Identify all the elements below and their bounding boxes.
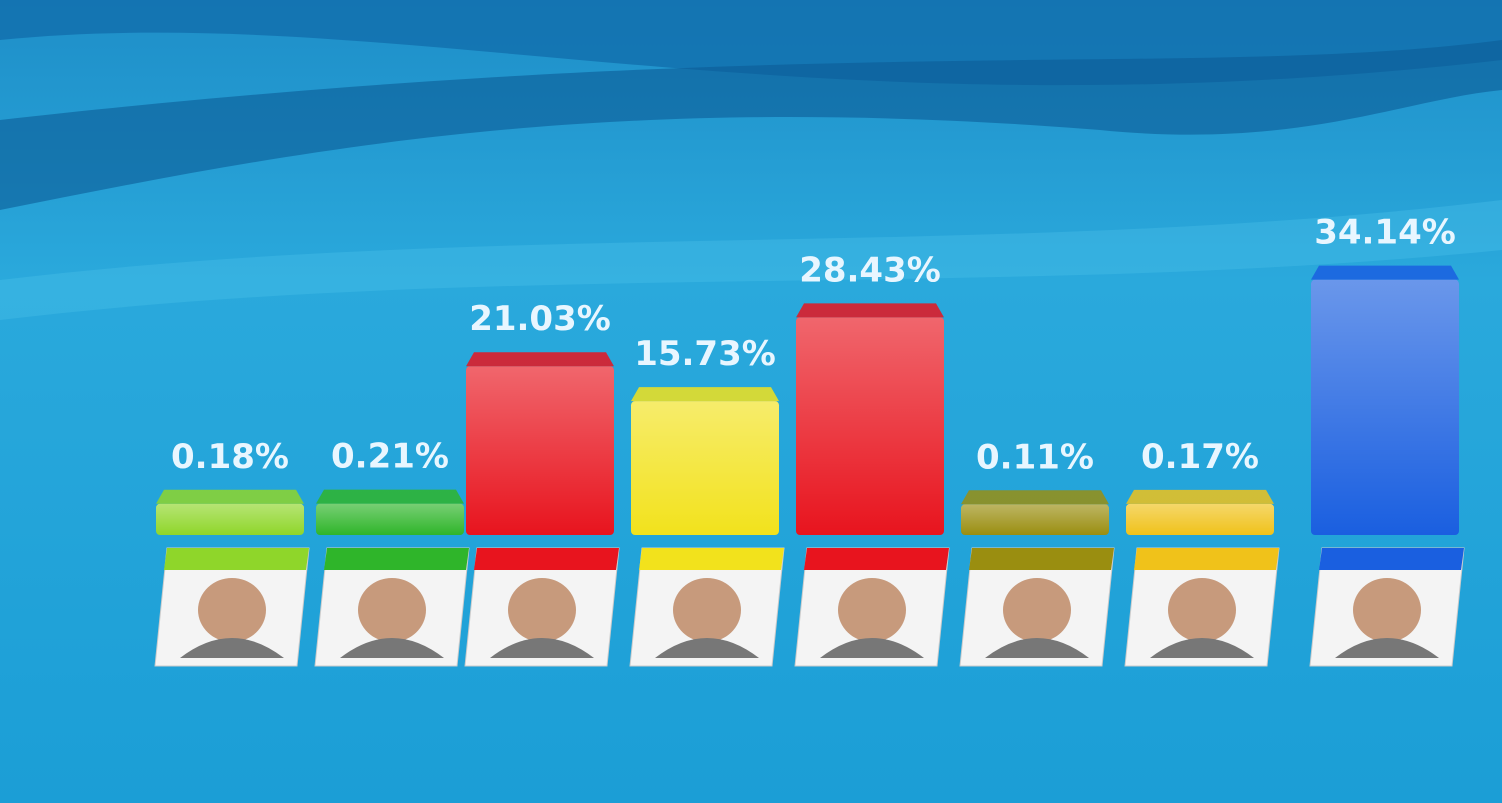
card-header	[1319, 548, 1464, 570]
card-photo	[838, 578, 906, 642]
bar-shine	[961, 504, 1109, 535]
card-header	[804, 548, 949, 570]
bar-shine	[156, 504, 304, 535]
card-header	[1134, 548, 1279, 570]
card-photo	[1003, 578, 1071, 642]
value-label: 0.11%	[976, 437, 1094, 477]
bar-top	[156, 490, 304, 504]
card-photo	[673, 578, 741, 642]
card-photo	[1353, 578, 1421, 642]
bar-top	[1311, 266, 1459, 280]
bar-top	[1126, 490, 1274, 504]
bar-top	[631, 387, 779, 401]
card-photo	[198, 578, 266, 642]
value-label: 0.17%	[1141, 437, 1259, 477]
card-header	[969, 548, 1114, 570]
card-photo	[508, 578, 576, 642]
card-photo	[358, 578, 426, 642]
bar-shine	[796, 317, 944, 535]
card-photo	[1168, 578, 1236, 642]
value-label: 0.18%	[171, 437, 289, 477]
value-label: 28.43%	[799, 250, 941, 290]
bar-shine	[631, 401, 779, 535]
card-header	[324, 548, 469, 570]
chart: 0.18% 0.21% 21.03% 15.73% 28.43% 0.11% 0.17% 34…	[0, 0, 1502, 803]
value-label: 15.73%	[634, 334, 776, 374]
bar-top	[316, 490, 464, 504]
card-header	[164, 548, 309, 570]
card-header	[474, 548, 619, 570]
bar-top	[961, 490, 1109, 504]
bar-shine	[316, 504, 464, 535]
bar-top	[796, 303, 944, 317]
bar-shine	[466, 366, 614, 535]
value-label: 0.21%	[331, 437, 449, 477]
bar-shine	[1311, 280, 1459, 535]
bar-top	[466, 352, 614, 366]
card-header	[639, 548, 784, 570]
bar-shine	[1126, 504, 1274, 535]
value-label: 34.14%	[1314, 213, 1456, 253]
value-label: 21.03%	[469, 299, 611, 339]
